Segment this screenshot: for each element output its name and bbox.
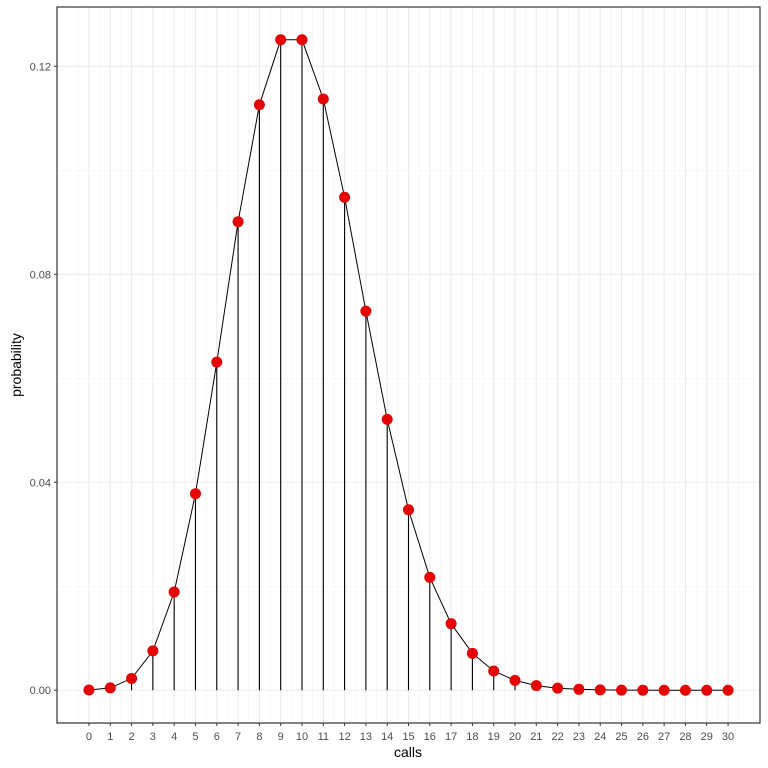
data-point <box>275 34 287 46</box>
x-tick-label: 21 <box>530 731 542 743</box>
data-point <box>211 356 223 368</box>
x-tick-label: 5 <box>192 731 198 743</box>
data-point <box>104 682 116 694</box>
data-point <box>658 684 670 696</box>
data-point <box>445 618 457 630</box>
x-tick-label: 17 <box>445 731 457 743</box>
x-axis-title: calls <box>394 744 422 760</box>
data-point <box>466 647 478 659</box>
data-point <box>189 488 201 500</box>
data-points <box>83 34 734 696</box>
x-tick-label: 23 <box>573 731 585 743</box>
x-tick-label: 6 <box>214 731 220 743</box>
data-point <box>126 672 138 684</box>
x-tick-label: 1 <box>107 731 113 743</box>
x-tick-label: 4 <box>171 731 177 743</box>
x-tick-label: 29 <box>701 731 713 743</box>
data-point <box>722 684 734 696</box>
data-point <box>679 684 691 696</box>
x-tick-label: 8 <box>256 731 262 743</box>
x-tick-label: 28 <box>679 731 691 743</box>
x-tick-label: 27 <box>658 731 670 743</box>
x-tick-label: 9 <box>278 731 284 743</box>
data-point <box>594 684 606 696</box>
probability-stems <box>88 39 729 691</box>
data-point <box>360 305 372 317</box>
x-tick-label: 16 <box>424 731 436 743</box>
data-point <box>339 191 351 203</box>
data-point <box>637 684 649 696</box>
x-tick-label: 3 <box>150 731 156 743</box>
x-tick-label: 7 <box>235 731 241 743</box>
x-tick-label: 18 <box>466 731 478 743</box>
x-tick-label: 19 <box>488 731 500 743</box>
data-point <box>296 34 308 46</box>
data-point <box>317 93 329 105</box>
x-tick-label: 24 <box>594 731 606 743</box>
x-tick-label: 22 <box>551 731 563 743</box>
data-point <box>253 99 265 111</box>
x-tick-label: 0 <box>86 731 92 743</box>
data-point <box>381 413 393 425</box>
x-tick-label: 15 <box>402 731 414 743</box>
data-point <box>552 682 564 694</box>
y-tick-label: 0.12 <box>30 61 51 73</box>
x-tick-label: 26 <box>637 731 649 743</box>
y-tick-label: 0.00 <box>30 685 51 697</box>
y-axis-title: probability <box>8 333 24 397</box>
x-axis: 0 1 2 3 4 5 6 7 8 9 10 11 12 13 14 15 16 17 18 19 20 21 22 23 24… <box>86 723 734 743</box>
data-point <box>168 586 180 598</box>
x-tick-label: 2 <box>128 731 134 743</box>
x-tick-label: 11 <box>318 731 329 743</box>
data-point <box>147 645 159 657</box>
x-tick-label: 10 <box>296 731 308 743</box>
data-point <box>701 684 713 696</box>
data-point <box>424 571 436 583</box>
data-point <box>573 683 585 695</box>
data-point <box>232 216 244 228</box>
x-tick-label: 13 <box>360 731 372 743</box>
data-point <box>509 674 521 686</box>
x-tick-label: 20 <box>509 731 521 743</box>
data-point <box>616 684 628 696</box>
y-axis: 0.00 0.04 0.08 0.12 <box>30 61 57 697</box>
data-point <box>403 504 414 516</box>
data-point <box>83 684 95 696</box>
data-point <box>530 680 542 692</box>
x-tick-label: 25 <box>615 731 627 743</box>
x-tick-label: 12 <box>338 731 350 743</box>
data-point <box>488 665 500 677</box>
y-tick-label: 0.08 <box>30 269 51 281</box>
x-tick-label: 14 <box>381 731 393 743</box>
y-tick-label: 0.04 <box>30 477 51 489</box>
x-tick-label: 30 <box>722 731 734 743</box>
